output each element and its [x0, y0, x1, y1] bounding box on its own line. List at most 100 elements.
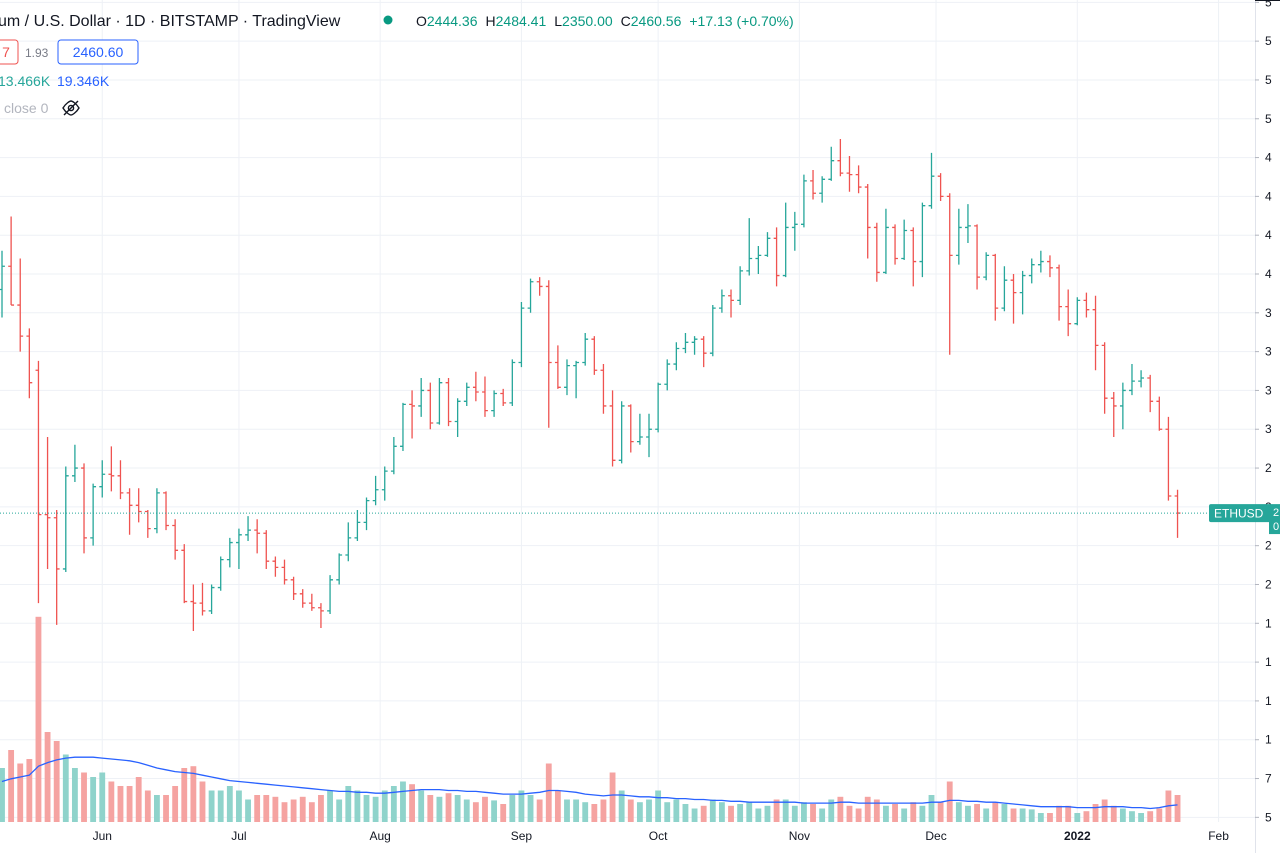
volume-bar	[1147, 811, 1154, 822]
y-tick-label: 4	[1265, 189, 1272, 203]
ohlc-legend: O2444.36 H2484.41 L2350.00 C2460.56 +17.13 (…	[416, 13, 794, 29]
volume-bar	[509, 795, 516, 822]
ohlc-bar	[99, 460, 106, 498]
ohlc-bar	[400, 402, 406, 451]
volume-bar	[946, 781, 953, 822]
volume-bar	[791, 805, 798, 822]
ohlc-bar	[172, 519, 179, 560]
volume-bar	[226, 786, 233, 822]
ohlc-bar	[90, 483, 97, 546]
ohlc-bar	[1010, 274, 1017, 324]
volume-bar	[873, 799, 880, 822]
ohlc-bar	[81, 463, 87, 554]
ohlc-bar	[318, 603, 324, 628]
ohlc-bar	[536, 277, 543, 296]
ohlc-bar	[1065, 289, 1072, 337]
ohlc-bar	[655, 382, 662, 433]
ohlc-bar	[354, 509, 361, 542]
ohlc-bar	[491, 390, 498, 417]
hide-indicator-icon[interactable]	[62, 100, 80, 116]
ohlc-bar	[108, 446, 115, 492]
ohlc-bar	[992, 253, 999, 321]
volume-bar	[154, 795, 160, 822]
legend-label: C	[621, 13, 631, 29]
ohlc-bar	[728, 289, 734, 318]
ohlc-bar	[700, 336, 707, 368]
ohlc-bar	[363, 497, 370, 531]
ohlc-bar	[965, 204, 971, 243]
ohlc-bar	[801, 174, 807, 228]
ohlc-bar	[673, 342, 680, 371]
volume-bar	[846, 805, 853, 822]
volume-bar	[308, 802, 315, 822]
buy-price[interactable]: 2460.60	[73, 44, 124, 60]
buy-button[interactable]	[57, 39, 139, 65]
volume-bar	[582, 802, 589, 822]
ohlc-bar	[0, 250, 5, 318]
volume-bar	[1092, 804, 1099, 822]
ohlc-bar	[901, 219, 908, 261]
sell-price[interactable]: 7	[2, 44, 10, 60]
volume-bar	[655, 790, 662, 822]
volume-bar	[609, 772, 616, 822]
ohlc-bar	[44, 437, 51, 569]
y-tick-label: 3	[1265, 383, 1272, 397]
ohlc-bar	[372, 475, 379, 506]
volume-bar	[390, 786, 397, 822]
y-tick-label: 5	[1265, 73, 1272, 87]
volume-bar	[782, 799, 789, 822]
ohlc-bar	[609, 390, 616, 467]
volume-bar	[919, 805, 926, 822]
ohlc-bar	[791, 211, 798, 251]
y-tick-label: 1	[1265, 616, 1272, 630]
ohlc-bar	[482, 376, 488, 417]
ohlc-bar	[636, 413, 643, 445]
volume-bar	[418, 790, 425, 822]
volume-bar	[81, 772, 87, 822]
ohlc-bar	[254, 519, 261, 554]
volume-bar	[728, 805, 734, 822]
ohlc-bar	[755, 246, 762, 274]
volume-bar	[8, 750, 15, 822]
volume-bar	[363, 795, 370, 822]
ohlc-bar	[17, 258, 24, 352]
volume-bar	[281, 802, 288, 822]
volume-bar	[554, 790, 561, 822]
ohlc-bar	[1001, 266, 1008, 312]
ohlc-bar	[773, 227, 780, 287]
ohlc-bar	[472, 371, 479, 402]
eye-icon	[62, 100, 80, 116]
volume-bar	[236, 790, 242, 822]
ohlc-bar	[281, 559, 288, 585]
volume-bar	[1019, 808, 1026, 822]
ohlc-bar	[682, 332, 689, 354]
ohlc-bar	[527, 278, 534, 313]
ohlc-bar	[919, 202, 926, 278]
volume-bar	[1010, 808, 1017, 822]
volume-bar	[673, 799, 680, 822]
volume-bar	[181, 768, 188, 822]
market-status-dot[interactable]	[383, 15, 393, 25]
ohlc-bar	[1110, 391, 1117, 438]
ohlc-bar	[436, 378, 443, 425]
ohlc-bar	[518, 301, 525, 368]
ohlc-bar	[263, 530, 270, 569]
volume-bar	[409, 784, 415, 822]
volume-bar	[1083, 811, 1090, 822]
volume-bar	[217, 790, 224, 822]
x-tick-label: Feb	[1208, 829, 1229, 843]
y-tick-label: 2	[1265, 461, 1272, 475]
ohlc-bar	[409, 390, 415, 439]
volume-bar	[500, 804, 507, 822]
volume-bar	[400, 781, 406, 822]
volume-bar	[1129, 811, 1135, 822]
volume-bar	[62, 754, 69, 822]
ohlc-bar	[163, 491, 169, 531]
volume-bar	[381, 790, 388, 822]
volume-bar	[99, 772, 106, 822]
volume-bar	[828, 799, 835, 822]
sell-button[interactable]	[0, 39, 19, 65]
volume-bar	[855, 808, 862, 822]
ohlc-bar	[1028, 258, 1035, 284]
